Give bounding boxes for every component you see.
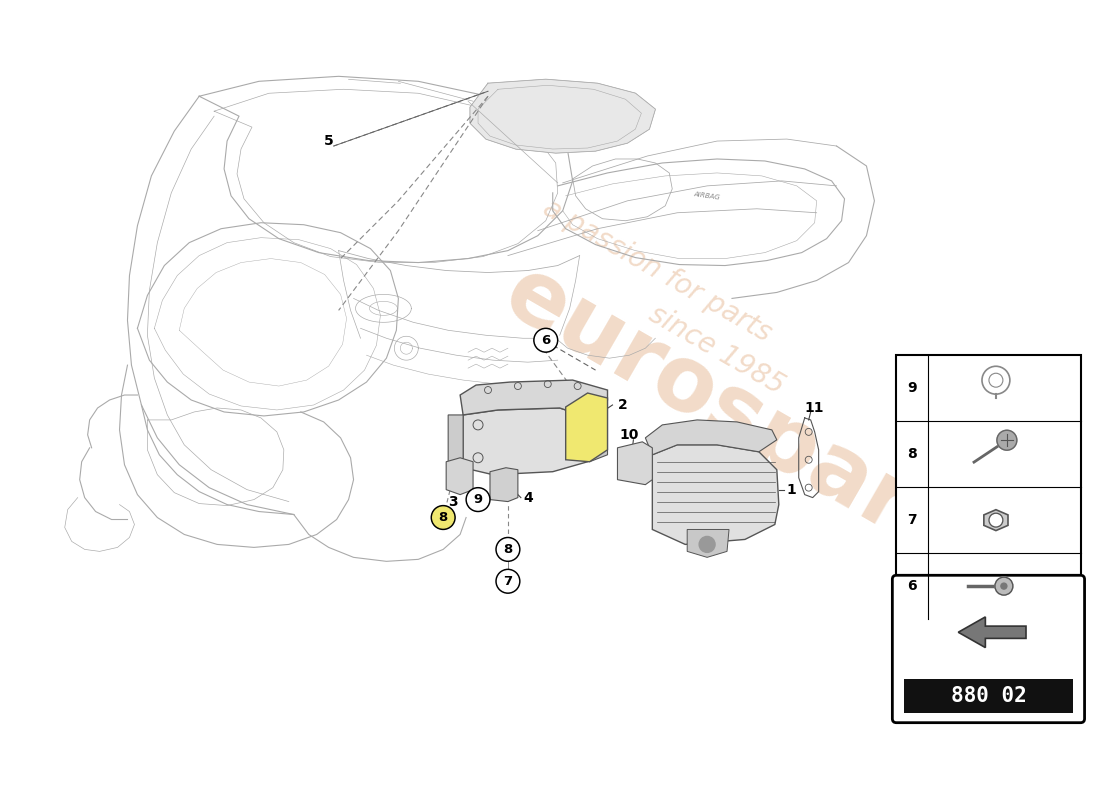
Polygon shape — [470, 79, 656, 153]
Circle shape — [997, 430, 1016, 450]
Circle shape — [468, 489, 488, 510]
Text: 7: 7 — [908, 513, 917, 527]
Text: 4: 4 — [522, 490, 532, 505]
Polygon shape — [617, 442, 652, 485]
Text: 8: 8 — [504, 543, 513, 556]
Polygon shape — [565, 393, 607, 462]
Polygon shape — [652, 445, 779, 545]
Text: 2: 2 — [617, 398, 627, 412]
Text: 880 02: 880 02 — [950, 686, 1026, 706]
Polygon shape — [463, 408, 590, 474]
Circle shape — [994, 577, 1013, 595]
Text: 6: 6 — [908, 579, 917, 593]
Polygon shape — [447, 458, 473, 494]
Text: 6: 6 — [541, 334, 550, 346]
Polygon shape — [983, 510, 1008, 530]
Polygon shape — [646, 420, 777, 454]
Polygon shape — [688, 530, 729, 558]
Circle shape — [496, 570, 520, 594]
Text: 8: 8 — [908, 447, 917, 461]
Circle shape — [431, 506, 455, 530]
Text: 9: 9 — [908, 381, 917, 395]
Text: 8: 8 — [439, 511, 448, 524]
Text: a passion for parts: a passion for parts — [538, 194, 777, 347]
Polygon shape — [958, 617, 1026, 647]
Circle shape — [496, 538, 520, 562]
Text: 1: 1 — [786, 482, 796, 497]
Circle shape — [497, 539, 518, 560]
Polygon shape — [448, 415, 463, 468]
Text: since 1985: since 1985 — [645, 300, 790, 400]
Circle shape — [700, 537, 715, 552]
Circle shape — [534, 328, 558, 352]
Text: eurospares: eurospares — [488, 249, 1026, 610]
Text: 5: 5 — [323, 134, 333, 148]
Polygon shape — [490, 468, 518, 502]
Text: 11: 11 — [805, 401, 824, 415]
Polygon shape — [460, 380, 607, 418]
Circle shape — [497, 571, 518, 592]
Polygon shape — [590, 400, 607, 462]
Text: 10: 10 — [619, 428, 639, 442]
Circle shape — [432, 507, 453, 528]
FancyBboxPatch shape — [904, 679, 1072, 713]
Text: 3: 3 — [449, 494, 458, 509]
Text: 9: 9 — [473, 493, 483, 506]
Text: AIRBAG: AIRBAG — [693, 191, 720, 201]
Circle shape — [536, 330, 557, 350]
FancyBboxPatch shape — [892, 575, 1085, 722]
Circle shape — [1001, 583, 1006, 589]
Circle shape — [989, 513, 1003, 527]
Text: 7: 7 — [504, 574, 513, 588]
Circle shape — [466, 488, 490, 511]
FancyBboxPatch shape — [896, 355, 1080, 619]
